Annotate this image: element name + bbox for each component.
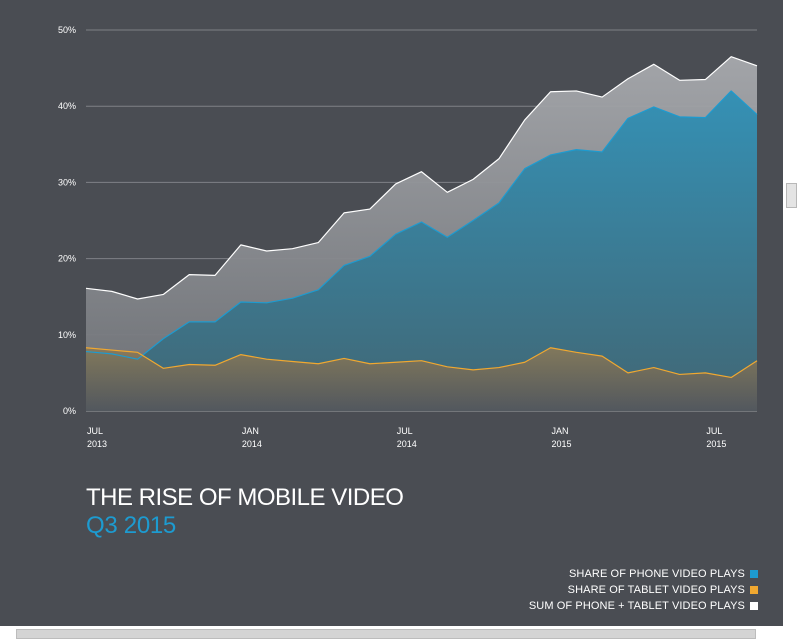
legend-item-phone: SHARE OF PHONE VIDEO PLAYS <box>529 566 758 582</box>
line-phone <box>85 90 758 360</box>
line-sum <box>85 56 758 300</box>
y-tick-label: 50% <box>58 25 76 35</box>
y-tick-label: 40% <box>58 101 76 111</box>
x-tick-label-year: 2014 <box>397 439 417 449</box>
area-phone <box>86 90 757 412</box>
x-tick-label-year: 2014 <box>242 439 262 449</box>
legend-label-tablet: SHARE OF TABLET VIDEO PLAYS <box>567 584 745 596</box>
y-tick-label: 20% <box>58 254 76 264</box>
x-tick-label-month: JUL <box>706 426 722 436</box>
y-tick-label: 0% <box>63 406 76 416</box>
horizontal-scrollbar-thumb[interactable] <box>16 629 756 639</box>
legend-swatch-tablet <box>750 586 758 594</box>
legend-item-sum: SUM OF PHONE + TABLET VIDEO PLAYS <box>529 598 758 614</box>
x-tick-label-month: JUL <box>397 426 413 436</box>
legend-item-tablet: SHARE OF TABLET VIDEO PLAYS <box>529 582 758 598</box>
y-tick-label: 10% <box>58 330 76 340</box>
x-tick-label-year: 2015 <box>706 439 726 449</box>
title-block: THE RISE OF MOBILE VIDEO Q3 2015 <box>86 484 404 540</box>
x-tick-label-month: JAN <box>552 426 569 436</box>
line-tablet <box>85 347 758 379</box>
legend-label-sum: SUM OF PHONE + TABLET VIDEO PLAYS <box>528 600 745 612</box>
y-tick-label: 30% <box>58 177 76 187</box>
legend-label-phone: SHARE OF PHONE VIDEO PLAYS <box>569 568 745 580</box>
x-tick-label-year: 2013 <box>87 439 107 449</box>
vertical-scrollbar-thumb[interactable] <box>786 183 797 208</box>
chart-panel: 0% 10% 20% 30% 40% 50% JUL 2013 JAN 2014 JUL 2014 JA… <box>0 0 783 626</box>
x-tick-label-month: JAN <box>242 426 259 436</box>
chart-subtitle: Q3 2015 <box>86 512 176 539</box>
area-tablet <box>86 347 757 411</box>
legend-swatch-sum <box>750 602 758 610</box>
chart-title: THE RISE OF MOBILE VIDEO <box>86 484 404 511</box>
legend: SHARE OF PHONE VIDEO PLAYS SHARE OF TABL… <box>529 566 758 614</box>
legend-swatch-phone <box>750 570 758 578</box>
x-tick-label-month: JUL <box>87 426 103 436</box>
x-tick-label-year: 2015 <box>552 439 572 449</box>
chart-svg: 0% 10% 20% 30% 40% 50% JUL 2013 JAN 2014 JUL 2014 JA… <box>58 25 758 449</box>
